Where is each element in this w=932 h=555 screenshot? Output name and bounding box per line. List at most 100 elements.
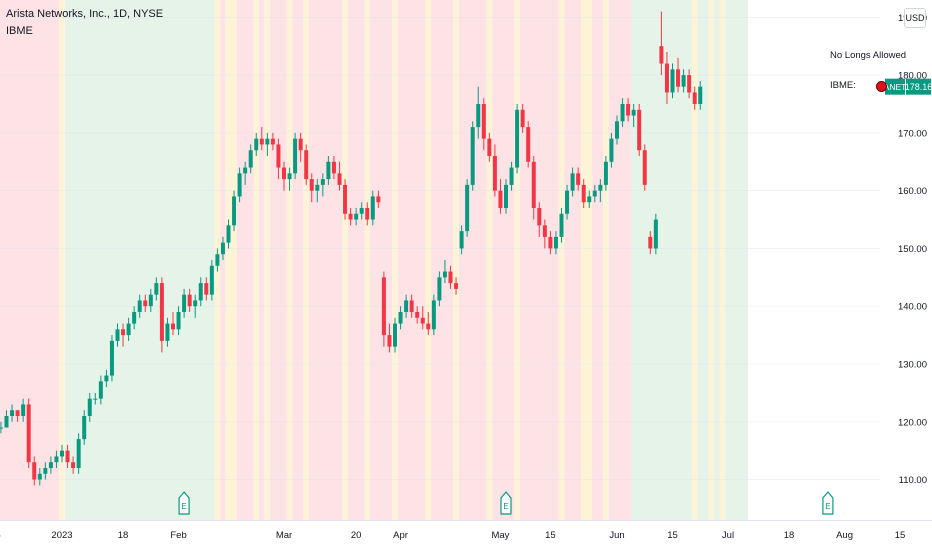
- candle[interactable]: [4, 410, 9, 428]
- candle[interactable]: [542, 219, 547, 249]
- candle[interactable]: [298, 132, 303, 162]
- candle[interactable]: [282, 161, 286, 191]
- candle[interactable]: [520, 104, 525, 133]
- candle[interactable]: [431, 294, 436, 336]
- candle[interactable]: [576, 167, 581, 191]
- candle[interactable]: [681, 69, 686, 93]
- candle[interactable]: [476, 86, 481, 139]
- candle[interactable]: [187, 288, 192, 312]
- candle[interactable]: [570, 167, 575, 197]
- candle[interactable]: [132, 306, 137, 330]
- indicator-name[interactable]: IBME: [6, 25, 33, 37]
- candle[interactable]: [48, 456, 53, 474]
- candle[interactable]: [182, 288, 187, 318]
- candle[interactable]: [692, 86, 697, 110]
- candle[interactable]: [115, 323, 120, 347]
- candle[interactable]: [237, 167, 242, 203]
- candle[interactable]: [609, 132, 614, 168]
- candle[interactable]: [326, 156, 331, 185]
- candle[interactable]: [620, 98, 625, 128]
- candle[interactable]: [664, 52, 669, 104]
- candle[interactable]: [548, 231, 553, 255]
- candle[interactable]: [331, 156, 336, 180]
- candle[interactable]: [176, 306, 181, 336]
- candle[interactable]: [592, 184, 597, 203]
- candle[interactable]: [470, 121, 475, 191]
- candle[interactable]: [15, 410, 20, 422]
- candle[interactable]: [287, 167, 292, 191]
- candle[interactable]: [531, 156, 536, 220]
- candle[interactable]: [670, 63, 675, 99]
- currency-button[interactable]: USD: [904, 8, 926, 28]
- candle[interactable]: [354, 208, 359, 226]
- candle[interactable]: [98, 375, 103, 405]
- candle[interactable]: [348, 208, 353, 226]
- candle[interactable]: [642, 144, 647, 191]
- candle[interactable]: [553, 231, 558, 255]
- candle[interactable]: [209, 260, 214, 301]
- candle[interactable]: [381, 271, 386, 347]
- candle[interactable]: [409, 294, 414, 318]
- candle[interactable]: [676, 57, 681, 93]
- candle[interactable]: [60, 444, 64, 463]
- candle[interactable]: [171, 312, 175, 336]
- candle[interactable]: [304, 144, 309, 185]
- candle[interactable]: [26, 398, 31, 468]
- candle[interactable]: [603, 156, 608, 191]
- candle[interactable]: [615, 115, 619, 145]
- candle[interactable]: [276, 138, 281, 180]
- candle[interactable]: [65, 444, 70, 468]
- candle[interactable]: [698, 80, 703, 110]
- candle[interactable]: [198, 277, 203, 307]
- candle[interactable]: [337, 161, 342, 191]
- candle[interactable]: [370, 190, 375, 226]
- candle[interactable]: [459, 225, 464, 255]
- candle[interactable]: [515, 104, 520, 174]
- candle[interactable]: [121, 323, 126, 347]
- candle[interactable]: [10, 404, 15, 422]
- candle[interactable]: [653, 213, 658, 255]
- candle[interactable]: [426, 312, 431, 336]
- candle[interactable]: [648, 231, 653, 255]
- candle[interactable]: [637, 104, 642, 156]
- candle[interactable]: [109, 335, 114, 382]
- candle[interactable]: [387, 323, 392, 353]
- candle[interactable]: [526, 121, 531, 168]
- candle[interactable]: [365, 202, 370, 226]
- candle[interactable]: [559, 208, 564, 243]
- candle[interactable]: [104, 369, 109, 388]
- candle[interactable]: [0, 421, 3, 434]
- candle[interactable]: [442, 260, 447, 284]
- candle[interactable]: [232, 190, 237, 232]
- candlestick-series[interactable]: [0, 11, 703, 486]
- candle[interactable]: [248, 144, 253, 174]
- candle[interactable]: [437, 271, 442, 307]
- candle[interactable]: [243, 161, 248, 185]
- candle[interactable]: [293, 132, 298, 180]
- candle[interactable]: [32, 456, 37, 486]
- candle[interactable]: [492, 144, 497, 197]
- candle[interactable]: [498, 179, 503, 214]
- candle[interactable]: [126, 317, 131, 341]
- candle[interactable]: [598, 179, 603, 203]
- candle[interactable]: [376, 190, 381, 208]
- candle[interactable]: [270, 132, 275, 151]
- candle[interactable]: [587, 190, 592, 208]
- candle[interactable]: [204, 277, 209, 301]
- time-axis[interactable]: 15202318FebMar20AprMay15Jun15Jul18Aug15S…: [0, 520, 932, 550]
- candle[interactable]: [509, 161, 514, 191]
- candle[interactable]: [259, 127, 264, 151]
- candle[interactable]: [154, 277, 159, 301]
- candle[interactable]: [481, 98, 486, 151]
- candle[interactable]: [43, 462, 48, 480]
- candle[interactable]: [320, 173, 325, 197]
- candle[interactable]: [159, 277, 164, 353]
- candle[interactable]: [504, 179, 508, 214]
- candle[interactable]: [581, 179, 586, 208]
- candle[interactable]: [487, 132, 492, 162]
- candle[interactable]: [93, 392, 98, 405]
- candle[interactable]: [465, 179, 470, 237]
- candle[interactable]: [37, 468, 42, 486]
